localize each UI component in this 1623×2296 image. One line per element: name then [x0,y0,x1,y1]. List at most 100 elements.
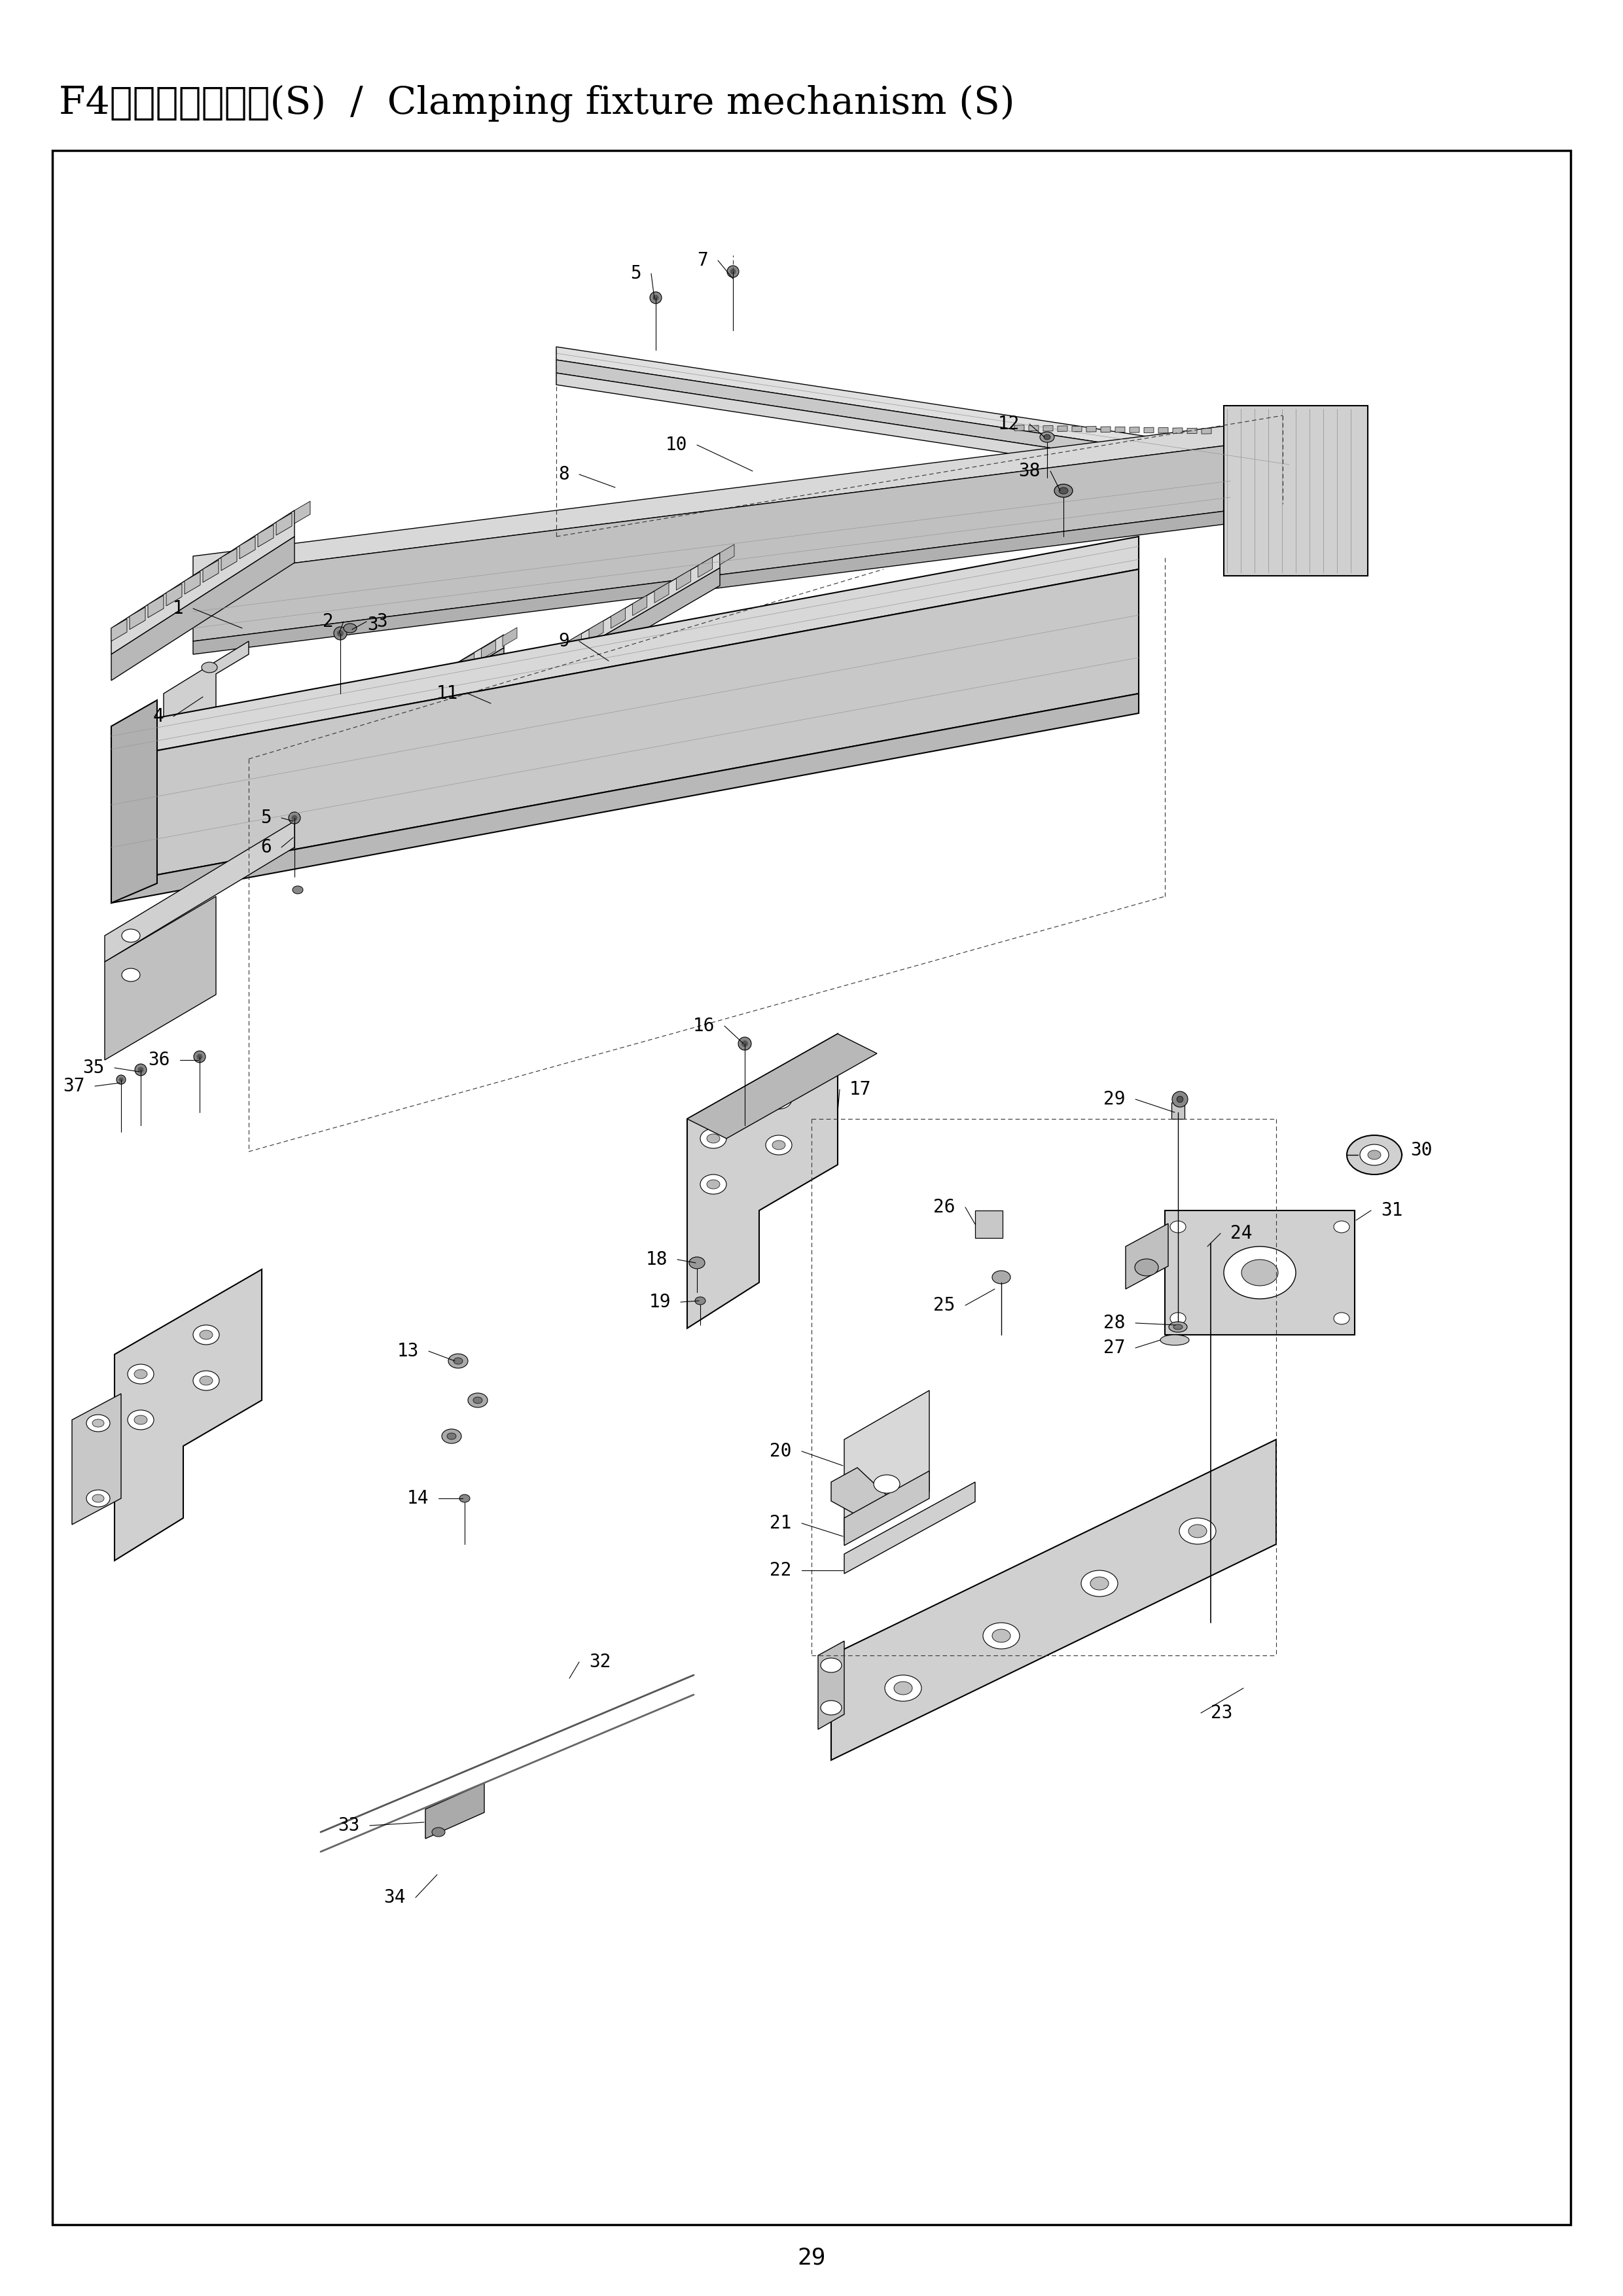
Polygon shape [687,1033,876,1139]
Ellipse shape [1134,1258,1159,1277]
Text: 7: 7 [698,250,708,269]
Polygon shape [844,1472,930,1545]
Ellipse shape [93,1495,104,1502]
Polygon shape [438,666,453,684]
Text: 6: 6 [261,838,271,856]
Ellipse shape [766,1088,792,1109]
Text: 14: 14 [407,1490,428,1508]
Ellipse shape [459,1495,471,1502]
Polygon shape [524,567,721,700]
Polygon shape [396,691,411,712]
Ellipse shape [1360,1143,1389,1166]
Bar [1203,1238,1219,1256]
Polygon shape [844,1391,930,1541]
Polygon shape [545,645,560,666]
Polygon shape [687,1033,837,1329]
Text: 4: 4 [153,707,164,726]
Text: 25: 25 [933,1297,956,1316]
Ellipse shape [738,1038,751,1049]
Ellipse shape [1177,1095,1183,1102]
Text: 3: 3 [377,613,388,631]
Polygon shape [1144,427,1154,434]
Ellipse shape [1224,1247,1295,1300]
Polygon shape [698,558,712,576]
Ellipse shape [453,1357,463,1364]
Polygon shape [557,372,1289,496]
Ellipse shape [448,1355,467,1368]
Ellipse shape [93,1419,104,1428]
Polygon shape [1058,425,1068,432]
Ellipse shape [1058,487,1068,494]
Text: 8: 8 [558,466,570,484]
Polygon shape [258,526,274,546]
Ellipse shape [873,1474,899,1492]
Ellipse shape [200,1375,213,1384]
Polygon shape [589,620,604,641]
Text: 3: 3 [367,615,378,634]
Polygon shape [557,347,1289,471]
Polygon shape [425,1784,484,1839]
Ellipse shape [193,1052,206,1063]
Polygon shape [203,560,219,583]
Ellipse shape [1368,1150,1381,1159]
Text: 10: 10 [665,436,687,455]
Text: 21: 21 [769,1513,792,1531]
Ellipse shape [193,1371,219,1391]
Ellipse shape [334,627,347,641]
Ellipse shape [766,1134,792,1155]
Ellipse shape [1081,1570,1118,1596]
Ellipse shape [446,1433,456,1440]
Ellipse shape [1044,434,1050,441]
Ellipse shape [821,1701,842,1715]
Text: 20: 20 [769,1442,792,1460]
Polygon shape [276,512,292,535]
Text: 13: 13 [398,1341,419,1359]
Polygon shape [1173,427,1183,434]
Polygon shape [193,510,1230,654]
Text: 28: 28 [1104,1313,1126,1332]
Polygon shape [112,569,1139,884]
Ellipse shape [1170,1221,1186,1233]
Text: F4、夹扣夹具装置(S)  /  Clamping fixture mechanism (S): F4、夹扣夹具装置(S) / Clamping fixture mechanis… [58,85,1014,122]
Ellipse shape [86,1414,110,1433]
Ellipse shape [773,1141,786,1150]
Ellipse shape [289,813,300,824]
Polygon shape [482,641,495,659]
Polygon shape [1201,429,1211,434]
Polygon shape [375,705,390,723]
Polygon shape [221,549,237,572]
Ellipse shape [117,1075,125,1084]
Text: 26: 26 [933,1199,956,1217]
Ellipse shape [1160,1334,1190,1345]
Ellipse shape [649,292,662,303]
Polygon shape [185,572,200,595]
Polygon shape [721,544,734,565]
Text: 17: 17 [849,1081,872,1097]
Text: 27: 27 [1104,1339,1126,1357]
Ellipse shape [344,625,357,634]
Text: 32: 32 [589,1653,610,1671]
Ellipse shape [695,1297,706,1304]
Text: 1: 1 [172,599,183,618]
Polygon shape [164,641,248,758]
Text: 36: 36 [148,1052,170,1070]
Ellipse shape [652,294,659,301]
Polygon shape [112,700,157,902]
Ellipse shape [193,1325,219,1345]
Text: 9: 9 [558,631,570,650]
Polygon shape [240,537,255,558]
Polygon shape [654,583,669,604]
Ellipse shape [1170,1313,1186,1325]
Polygon shape [112,510,294,654]
Ellipse shape [432,1828,445,1837]
Ellipse shape [86,1490,110,1506]
Text: 5: 5 [261,808,271,827]
Ellipse shape [135,1414,148,1424]
Polygon shape [112,537,1139,760]
Ellipse shape [821,1658,842,1671]
Polygon shape [105,822,294,962]
Polygon shape [417,680,432,698]
Polygon shape [112,620,127,641]
Text: 2: 2 [323,613,334,631]
Polygon shape [1130,427,1139,432]
